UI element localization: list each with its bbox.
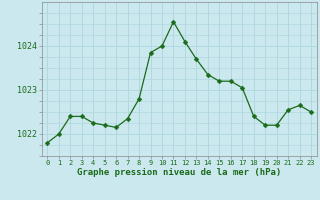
X-axis label: Graphe pression niveau de la mer (hPa): Graphe pression niveau de la mer (hPa) [77,168,281,177]
